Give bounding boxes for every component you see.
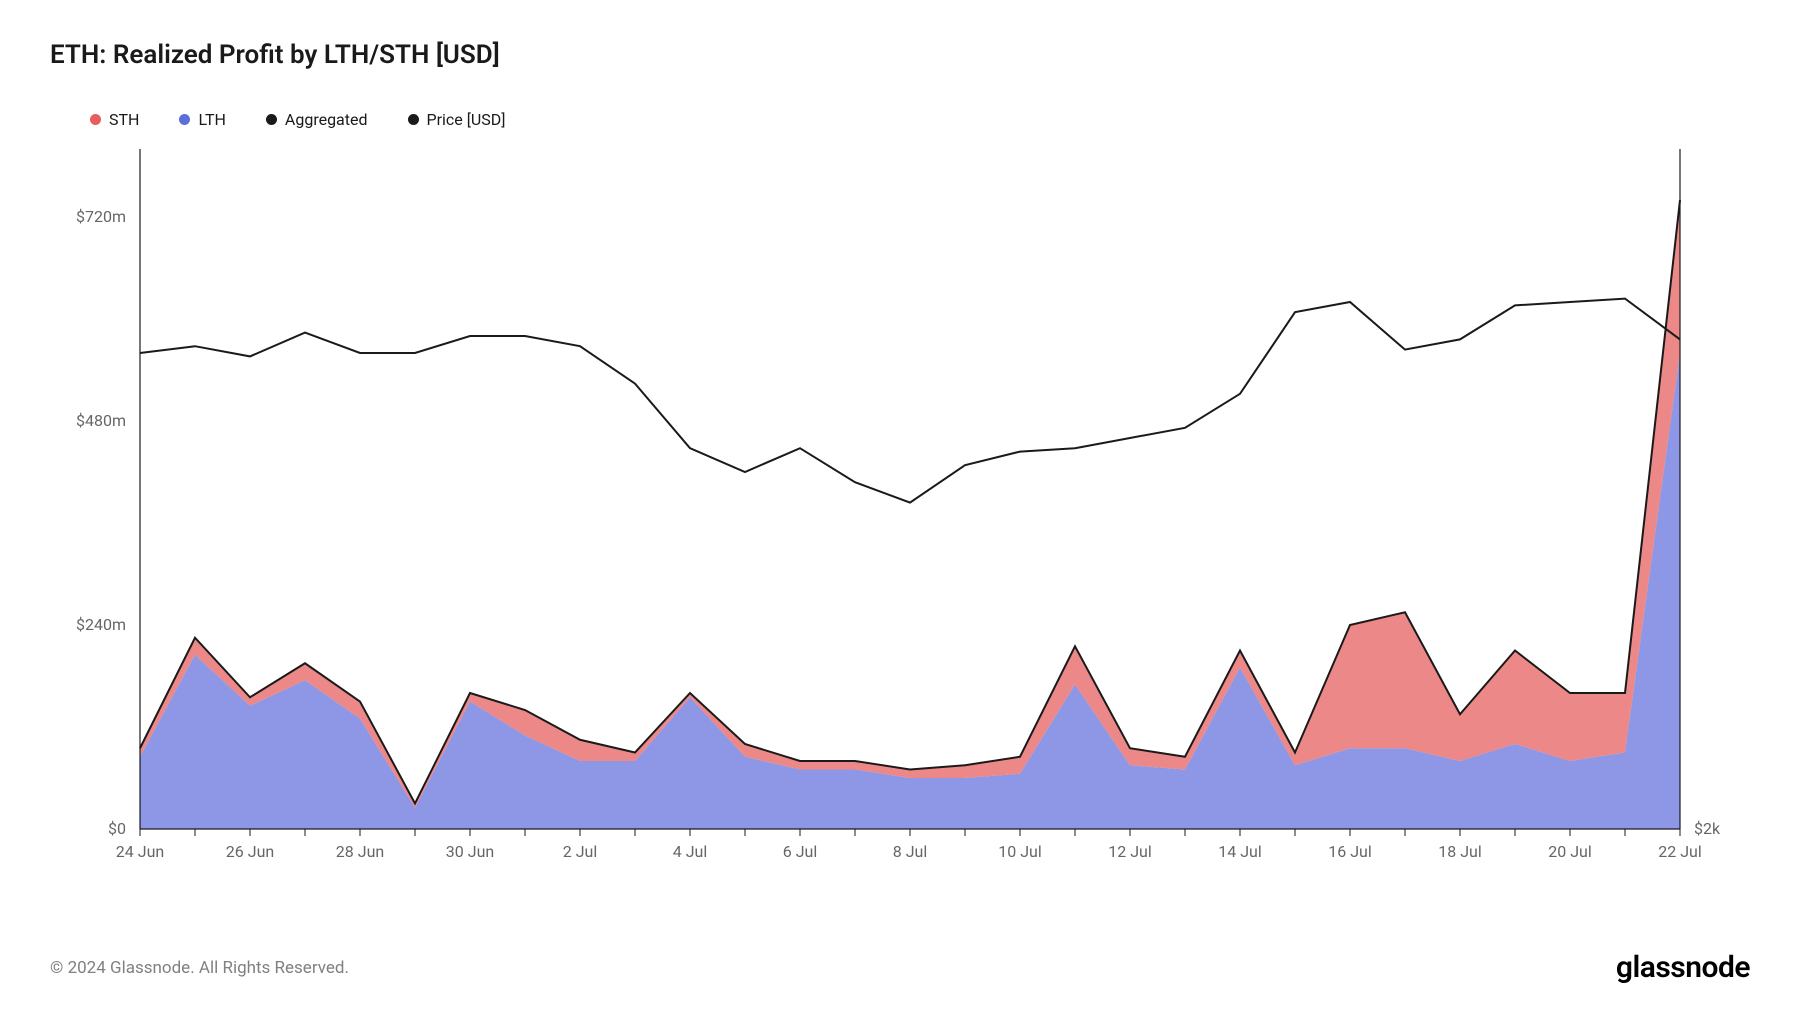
legend-label-aggregated: Aggregated [285, 110, 368, 129]
x-tick-label: 4 Jul [673, 842, 708, 861]
x-tick-label: 6 Jul [783, 842, 818, 861]
legend-label-sth: STH [109, 110, 139, 129]
y-tick-label: $480m [76, 411, 126, 430]
x-tick-label: 18 Jul [1438, 842, 1482, 861]
y-tick-label: $240m [76, 615, 126, 634]
x-tick-label: 28 Jun [336, 842, 384, 861]
legend-dot-price [408, 114, 419, 125]
x-tick-label: 30 Jun [446, 842, 494, 861]
x-tick-label: 2 Jul [563, 842, 598, 861]
x-tick-label: 20 Jul [1548, 842, 1592, 861]
x-tick-label: 8 Jul [893, 842, 928, 861]
footer: © 2024 Glassnode. All Rights Reserved. g… [50, 950, 1750, 985]
legend-item-sth: STH [90, 110, 139, 129]
x-tick-label: 16 Jul [1328, 842, 1372, 861]
x-tick-label: 10 Jul [998, 842, 1042, 861]
legend-dot-lth [179, 114, 190, 125]
legend-dot-sth [90, 114, 101, 125]
line-price [140, 299, 1680, 503]
legend-label-lth: LTH [198, 110, 225, 129]
legend-item-aggregated: Aggregated [266, 110, 368, 129]
copyright-text: © 2024 Glassnode. All Rights Reserved. [50, 958, 349, 978]
x-tick-label: 26 Jun [226, 842, 274, 861]
x-tick-label: 12 Jul [1108, 842, 1152, 861]
chart-title: ETH: Realized Profit by LTH/STH [USD] [50, 40, 1750, 70]
legend-dot-aggregated [266, 114, 277, 125]
legend: STH LTH Aggregated Price [USD] [90, 110, 1750, 129]
y2-tick-label: $2k [1694, 819, 1721, 838]
x-tick-label: 24 Jun [116, 842, 164, 861]
chart-svg: $0 $240m $480m $720m $2k 24 Jun 26 Jun 28 Jun 30… [50, 139, 1750, 879]
area-sth [140, 200, 1680, 808]
x-tick-label: 14 Jul [1218, 842, 1262, 861]
legend-item-lth: LTH [179, 110, 225, 129]
y-tick-label: $0 [108, 819, 126, 838]
chart-area: $0 $240m $480m $720m $2k 24 Jun 26 Jun 28 Jun 30… [50, 139, 1750, 879]
legend-label-price: Price [USD] [427, 110, 506, 129]
y-tick-label: $720m [76, 207, 126, 226]
legend-item-price: Price [USD] [408, 110, 506, 129]
brand-logo: glassnode [1616, 950, 1750, 985]
x-tick-label: 22 Jul [1658, 842, 1702, 861]
